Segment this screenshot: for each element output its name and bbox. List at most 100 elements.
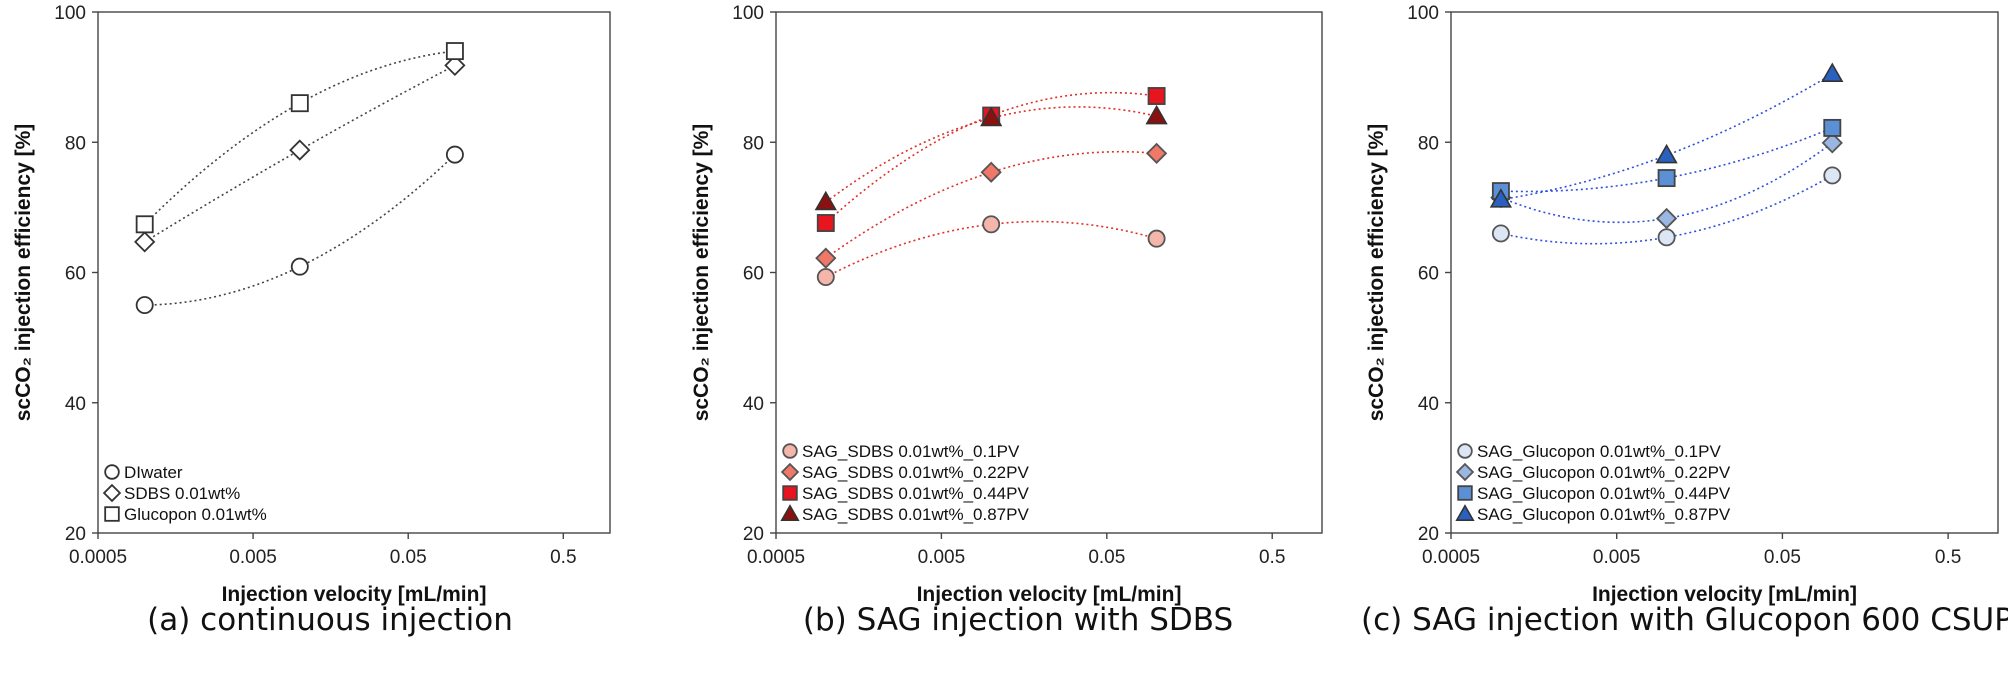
legend-marker: [104, 506, 120, 522]
data-point-series-1: [290, 257, 309, 276]
legend-marker: [1457, 485, 1473, 501]
data-point-series-3: [816, 214, 835, 232]
trendline-series-3: [144, 50, 455, 225]
x-tick-label: 0.0005: [1422, 547, 1480, 568]
data-point-series-3: [290, 94, 309, 113]
data-point-series-2: [1145, 142, 1168, 164]
legend-entry: SAG_SDBS 0.01wt%_0.1PV: [802, 442, 1020, 461]
data-point-series-1: [1147, 229, 1166, 248]
trendline-series-1: [825, 220, 1157, 278]
data-point-series-2: [1821, 132, 1843, 154]
legend-entry: Glucopon 0.01wt%: [124, 505, 267, 524]
data-point-series-4: [980, 106, 1003, 127]
data-point-series-2: [289, 139, 311, 161]
y-tick-label: 80: [743, 133, 764, 154]
panel-caption: (a) continuous injection: [147, 602, 513, 638]
y-tick-label: 40: [65, 394, 86, 415]
legend-marker: [1457, 443, 1473, 459]
data-point-series-2: [980, 161, 1002, 183]
legend-marker: [782, 485, 798, 501]
data-point-series-4: [1489, 188, 1513, 208]
y-tick-label: 40: [743, 394, 764, 415]
data-point-series-3: [1147, 87, 1166, 105]
legend-marker: [1455, 462, 1475, 482]
chart-panel-1: 20 40 60 80 100 0.0005 0.005 0.05 0.5 Injection v…: [12, 3, 611, 638]
legend-entry: DIwater: [124, 463, 183, 482]
data-point-series-3: [1657, 169, 1676, 188]
y-tick-label: 60: [65, 264, 86, 285]
legend-entry: SAG_SDBS 0.01wt%_0.22PV: [802, 463, 1029, 482]
data-point-series-1: [1657, 228, 1676, 247]
x-tick-label: 0.005: [918, 547, 966, 568]
data-point-series-1: [135, 296, 154, 315]
y-axis-label: scCO₂ injection efficiency [%]: [12, 124, 35, 422]
legend-entry: SAG_Glucopon 0.01wt%_0.44PV: [1477, 484, 1731, 503]
trendline-series-3: [825, 91, 1157, 224]
y-tick-label: 100: [1407, 3, 1439, 24]
x-tick-label: 0.0005: [69, 547, 127, 568]
x-tick-label: 0.05: [1764, 547, 1801, 568]
x-tick-label: 0.0005: [747, 547, 805, 568]
x-tick-label: 0.05: [1088, 547, 1125, 568]
legend-entry: SAG_Glucopon 0.01wt%_0.1PV: [1477, 442, 1721, 461]
y-tick-label: 60: [1418, 264, 1439, 285]
y-tick-label: 60: [743, 264, 764, 285]
chart-panel-2: 20 40 60 80 100 0.0005 0.005 0.05 0.5 Injection v…: [690, 3, 1323, 638]
panel-caption: (c) SAG injection with Glucopon 600 CSUP: [1361, 602, 2008, 638]
y-tick-label: 20: [65, 524, 86, 545]
x-axis-label: Injection velocity [mL/min]: [917, 583, 1182, 606]
data-point-series-3: [135, 215, 154, 234]
y-axis-label: scCO₂ injection efficiency [%]: [1365, 124, 1388, 422]
data-point-series-3: [1823, 118, 1842, 137]
plot-frame: [97, 11, 611, 534]
data-point-series-4: [1821, 62, 1844, 82]
legend-marker: [1455, 504, 1475, 521]
data-point-series-2: [815, 247, 837, 269]
x-tick-label: 0.5: [1259, 547, 1285, 568]
x-axis-label: Injection velocity [mL/min]: [1592, 583, 1857, 606]
y-tick-label: 80: [65, 133, 86, 154]
y-tick-label: 80: [1418, 133, 1439, 154]
legend-entry: SAG_SDBS 0.01wt%_0.44PV: [802, 484, 1029, 503]
data-point-series-2: [1655, 207, 1678, 230]
data-point-series-4: [814, 190, 837, 211]
y-axis-label: scCO₂ injection efficiency [%]: [690, 124, 713, 422]
y-tick-label: 100: [54, 3, 86, 24]
data-point-series-4: [1145, 104, 1168, 125]
y-tick-label: 40: [1418, 394, 1439, 415]
data-point-series-1: [1823, 166, 1842, 185]
data-point-series-1: [816, 268, 835, 287]
data-point-series-3: [445, 42, 464, 61]
data-point-series-1: [445, 145, 464, 164]
panel-caption: (b) SAG injection with SDBS: [803, 602, 1233, 638]
plot-frame: [775, 11, 1323, 534]
legend-marker: [780, 462, 800, 482]
plot-frame: [1450, 11, 1999, 534]
legend-marker: [782, 443, 798, 459]
legend-entry: SAG_SDBS 0.01wt%_0.87PV: [802, 505, 1029, 524]
x-tick-label: 0.05: [390, 547, 427, 568]
chart-panel-3: 20 40 60 80 100 0.0005 0.005 0.05 0.5 Injection v…: [1361, 3, 2008, 638]
x-tick-label: 0.005: [229, 547, 277, 568]
trendline-series-2: [825, 150, 1157, 259]
legend-entry: SDBS 0.01wt%: [124, 484, 240, 503]
data-point-series-4: [1655, 143, 1678, 164]
data-point-series-2: [444, 54, 466, 77]
data-point-series-1: [982, 215, 1001, 234]
legend-entry: SAG_Glucopon 0.01wt%_0.87PV: [1477, 505, 1731, 524]
legend-marker: [104, 464, 120, 480]
y-tick-label: 100: [732, 3, 764, 24]
legend-marker: [780, 504, 800, 521]
x-tick-label: 0.005: [1593, 547, 1641, 568]
x-tick-label: 0.5: [1935, 547, 1961, 568]
data-point-series-1: [1491, 224, 1510, 243]
x-axis-label: Injection velocity [mL/min]: [222, 583, 487, 606]
legend-entry: SAG_Glucopon 0.01wt%_0.22PV: [1477, 463, 1731, 482]
y-tick-label: 20: [1418, 524, 1439, 545]
legend-marker: [102, 483, 122, 503]
y-tick-label: 20: [743, 524, 764, 545]
x-tick-label: 0.5: [550, 547, 576, 568]
data-point-series-2: [134, 231, 156, 253]
